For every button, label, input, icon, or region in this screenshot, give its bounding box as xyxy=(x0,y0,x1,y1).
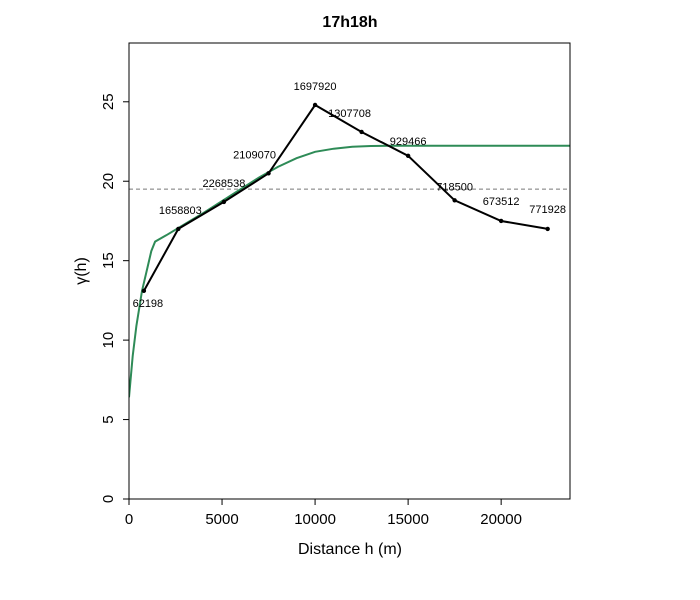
x-tick-label: 5000 xyxy=(205,511,238,528)
data-point xyxy=(176,226,181,232)
empirical-line xyxy=(143,103,548,292)
model-curve xyxy=(129,144,570,398)
x-tick-label: 20000 xyxy=(480,511,522,528)
point-label: 718500 xyxy=(436,181,473,193)
point-label: 2109070 xyxy=(233,149,276,161)
x-tick-label: 10000 xyxy=(294,511,336,528)
x-axis: 0 5000 10000 15000 20000 xyxy=(125,499,522,528)
point-label: 673512 xyxy=(483,196,520,208)
point-label: 1307708 xyxy=(328,108,371,120)
point-label: 62198 xyxy=(133,298,164,310)
x-axis-label: Distance h (m) xyxy=(298,541,402,558)
point-label: 1658803 xyxy=(159,205,202,217)
data-point xyxy=(266,171,271,176)
x-tick-label: 15000 xyxy=(387,511,429,528)
y-tick-label: 10 xyxy=(100,332,117,349)
y-axis: 0 5 10 15 20 25 xyxy=(100,93,129,503)
points-layer: 62198 1658803 2268538 2109070 1697920 1307708… xyxy=(133,81,566,310)
y-tick-label: 20 xyxy=(100,173,117,190)
data-point xyxy=(312,102,318,108)
data-point xyxy=(221,199,227,205)
y-tick-label: 15 xyxy=(100,252,117,269)
data-point xyxy=(405,153,411,159)
point-label: 2268538 xyxy=(202,178,245,190)
y-tick-label: 0 xyxy=(100,495,117,503)
data-point xyxy=(359,129,364,135)
y-tick-label: 5 xyxy=(100,415,117,423)
x-tick-label: 0 xyxy=(125,511,133,528)
data-point xyxy=(498,218,504,224)
y-tick-label: 25 xyxy=(100,93,117,110)
data-point xyxy=(545,226,550,232)
chart-title: 17h18h xyxy=(322,14,377,31)
point-label: 771928 xyxy=(529,204,566,216)
data-point xyxy=(452,198,457,203)
y-axis-label: γ(h) xyxy=(73,257,90,285)
point-label: 929466 xyxy=(390,136,427,148)
point-label: 1697920 xyxy=(294,81,337,93)
data-point xyxy=(141,288,147,294)
plot-frame xyxy=(128,42,571,500)
